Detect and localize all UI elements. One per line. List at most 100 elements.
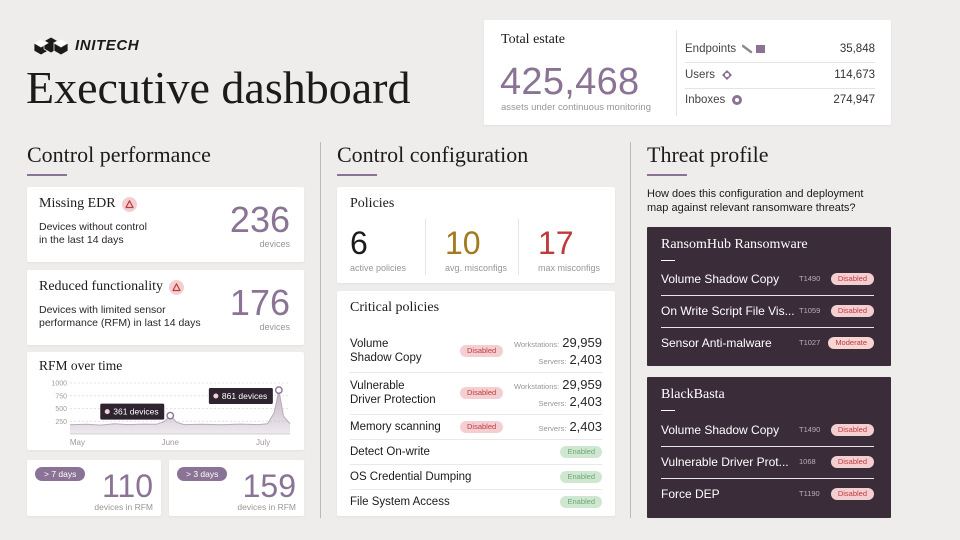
y-tick-label: 1000 [51,381,67,388]
rfm-area [70,390,290,434]
count-row: Workstations: 29,959 [514,334,602,351]
count-label: Servers: [538,357,567,366]
breakdown-label-row: Endpoints [685,40,766,58]
policy-name: Detect On-write [350,445,430,458]
critical-policies-card: Critical policies Volume Shadow Copy Disabl… [337,291,615,516]
policy-name: Driver Protection [350,394,436,406]
status-pill: Disabled [830,456,874,468]
policy-name: Shadow Copy [350,352,422,364]
count-label: Servers: [538,399,567,408]
duration-tag: > 3 days [177,467,228,481]
duration-card: > 7 days 110 devices in RFM [27,460,161,516]
section-divider [630,142,631,518]
warning-icon [169,279,185,295]
total-caption: assets under continuous monitoring [501,102,651,113]
duration-unit: devices in RFM [237,502,296,512]
card-description: Devices without control [39,221,147,233]
rfm-card: RFM over time 250 500 750 1000 May June July 361… [27,352,304,450]
card-description: Devices with limited sensor [39,304,166,316]
status-pill: Disabled [460,387,504,399]
duration-value: 159 [242,468,296,504]
breakdown-value: 274,947 [833,94,875,106]
warning-icon-graphic [121,196,137,212]
annotation-dot [213,393,219,399]
metric-value: 236 [229,199,290,240]
policy-name: Volume [350,338,389,350]
status-pill: Disabled [830,273,874,285]
technique-name: Volume Shadow Copy [661,272,780,286]
duration-card: > 3 days 159 devices in RFM [169,460,304,516]
policies-card: Policies 6 active policies 10 avg. misconfig… [337,187,615,283]
total-value: 425,468 [500,61,640,103]
metric-unit: devices [259,322,290,332]
policy-name: Vulnerable [350,380,405,392]
count-row: Servers: 2,403 [539,351,602,368]
x-tick-label: May [70,438,85,447]
technique-id: 1068 [799,457,816,466]
breakdown-icon-graphic [741,44,766,54]
technique-name: Sensor Anti-malware [661,336,772,350]
row-separator [661,327,874,328]
threat-card: RansomHub Ransomware Volume Shadow Copy T1… [647,227,891,366]
warning-icon [121,196,137,212]
breakdown-icon-graphic [722,70,733,80]
card-title-row: Reduced functionality [39,278,185,296]
card-title: Reduced functionality [39,279,164,294]
row-separator [685,62,875,63]
card-description: in the last 14 days [39,234,124,246]
status-pill: Disabled [830,488,874,500]
breakdown-label: Endpoints [685,43,737,55]
card-title-row: Missing EDR [39,195,137,213]
annotation-label: 361 devices [113,407,158,417]
section-underline [27,174,67,176]
status-pill: Disabled [830,305,874,317]
status-pill: Disabled [830,424,874,436]
count-row: Servers: 2,403 [539,418,602,435]
section-title: Threat profile [647,142,769,167]
count-value: 2,403 [569,419,602,434]
count-row: Servers: 2,403 [539,393,602,410]
threat-name: RansomHub Ransomware [661,237,808,252]
status-pill: Enabled [560,470,602,483]
section-divider [320,142,321,518]
technique-name: On Write Script File Vis... [661,304,795,318]
duration-unit: devices in RFM [94,502,153,512]
row-separator [350,372,602,373]
metric-card: Missing EDR Devices without control in the… [27,187,304,262]
row-separator [350,414,602,415]
brand-name: INITECH [75,37,140,54]
rfm-line [69,389,291,426]
breakdown-value: 35,848 [839,43,875,55]
policy-name: Memory scanning [350,420,441,433]
breakdown-icon [731,94,743,106]
annotation-label: 861 devices [222,391,267,401]
breakdown-label-row: Users [685,66,733,84]
brand-logo [33,36,69,56]
policy-stat-label: avg. misconfigs [445,263,508,273]
status-pill: Disabled [460,420,504,433]
threat-card: BlackBasta Volume Shadow Copy T1490 Disable… [647,377,891,518]
y-tick-label: 250 [55,419,67,426]
row-separator [661,295,874,296]
metric-value: 176 [229,282,290,323]
card-title: Total estate [501,32,565,47]
breakdown-value: 114,673 [834,69,875,81]
count-value: 2,403 [569,352,602,367]
technique-id: T1059 [799,306,821,315]
count-value: 2,403 [569,394,602,409]
row-separator [661,478,874,479]
breakdown-label: Inboxes [685,94,726,106]
policy-stat-value: 10 [445,225,481,261]
stat-divider [425,219,426,275]
policy-name: OS Credential Dumping [350,470,472,483]
policy-stat-label: active policies [350,263,407,273]
policy-stat-value: 17 [538,225,574,261]
count-label: Workstations: [513,382,560,391]
x-tick-label: June [162,438,180,447]
y-tick-label: 750 [55,393,67,400]
card-title: Missing EDR [39,196,116,211]
threat-question: map against relevant ransomware threats? [647,202,856,214]
section-underline [647,174,687,176]
card-divider [676,30,677,116]
